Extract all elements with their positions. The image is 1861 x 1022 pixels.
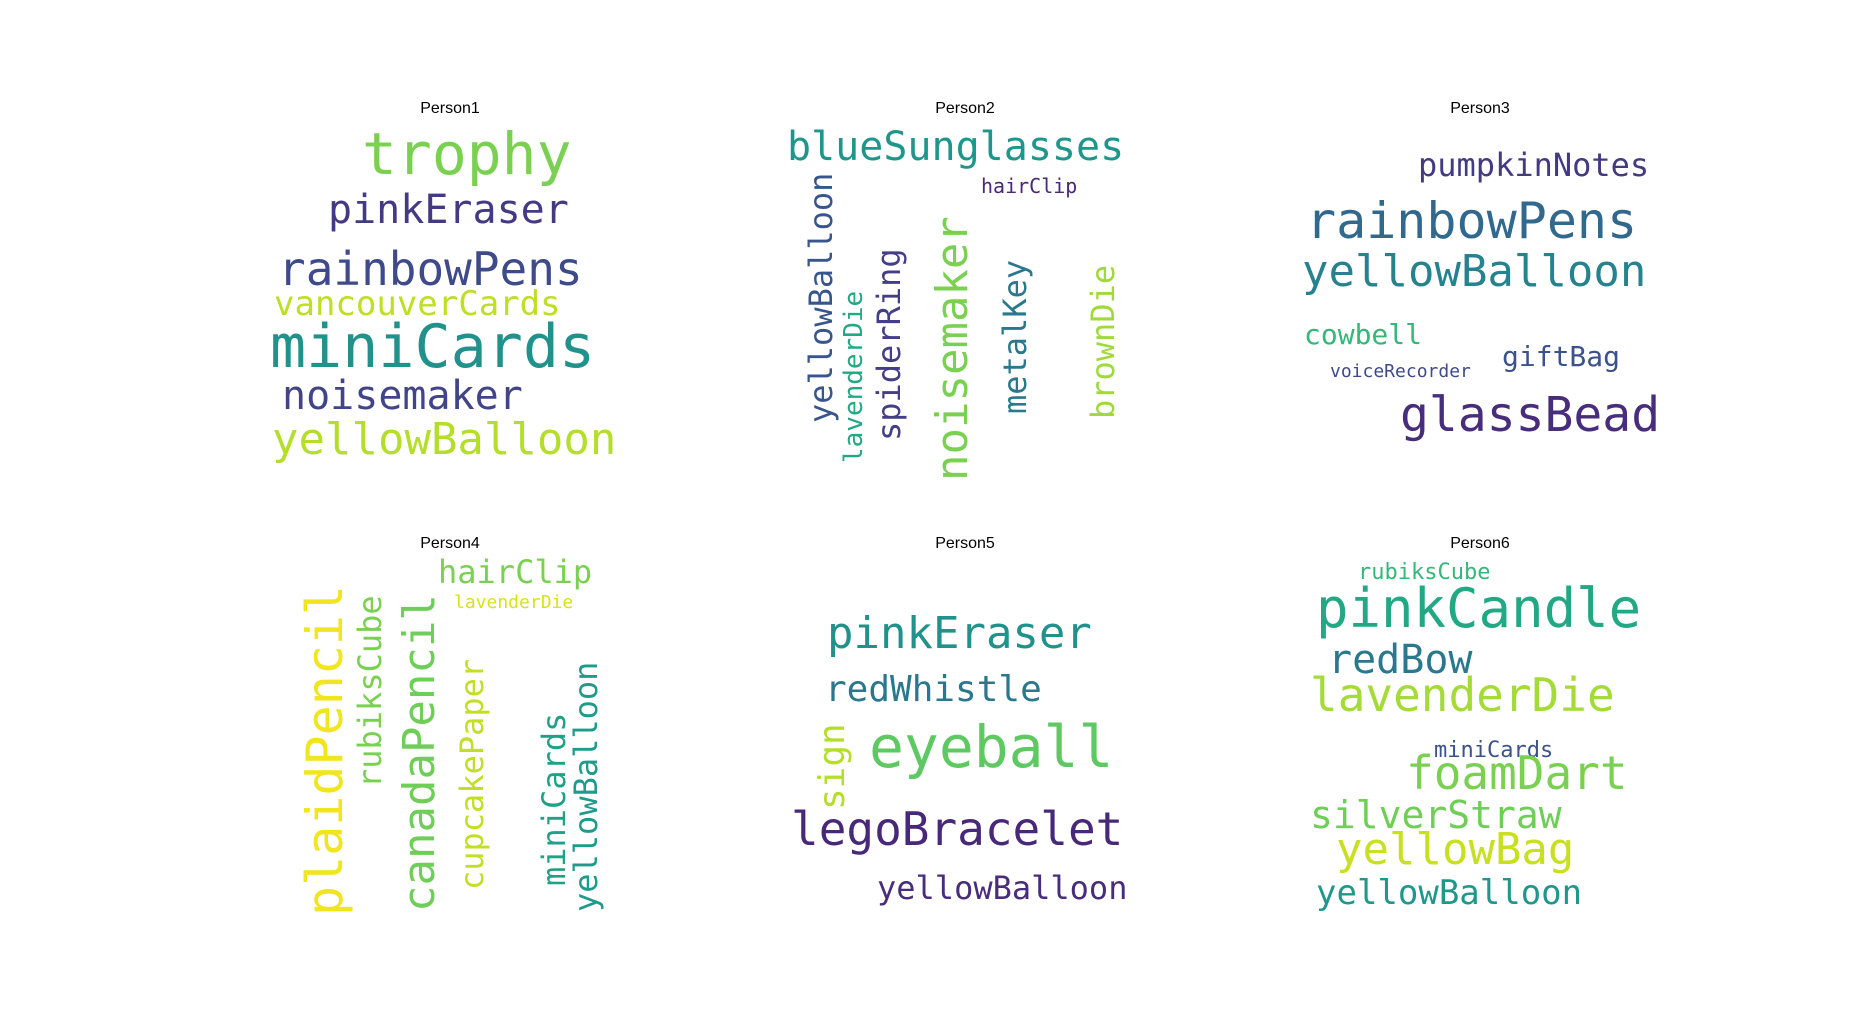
word: vancouverCards <box>274 284 561 324</box>
panel-title: Person3 <box>1450 100 1510 117</box>
panel-title: Person5 <box>935 535 995 552</box>
panel-title: Person2 <box>935 100 995 117</box>
word: yellowBalloon <box>567 661 605 912</box>
word: miniCards <box>1434 738 1554 763</box>
word: trophy <box>362 120 572 188</box>
word: cupcakePaper <box>453 658 491 890</box>
word: canadaPencil <box>394 594 445 912</box>
word: rainbowPens <box>278 242 583 296</box>
word: yellowBalloon <box>272 414 617 465</box>
word: blueSunglasses <box>787 124 1125 170</box>
word: cowbell <box>1304 318 1423 351</box>
word: yellowBalloon <box>1316 873 1583 913</box>
wordcloud-panel-person1: Person1 trophy pinkEraser rainbowPens va… <box>270 100 630 465</box>
word: lavenderDie <box>839 290 869 463</box>
word: legoBracelet <box>791 802 1124 856</box>
word: miniCards <box>535 712 573 886</box>
panel-title: Person4 <box>420 535 480 552</box>
word: plaidPencil <box>296 584 354 916</box>
word: yellowBalloon <box>1302 246 1647 297</box>
word: glassBead <box>1400 387 1661 443</box>
wordcloud-panel-person4: Person4 plaidPencil rubiksCube canadaPen… <box>270 535 630 916</box>
panel-title: Person1 <box>420 100 480 117</box>
word: miniCards <box>270 312 596 382</box>
word: brownDie <box>1084 264 1122 419</box>
word: rubiksCube <box>1358 560 1491 585</box>
word: hairClip <box>981 174 1078 198</box>
word: pumpkinNotes <box>1418 146 1650 184</box>
word: silverStraw <box>1310 793 1562 837</box>
word: noisemaker <box>927 216 978 481</box>
word: yellowBalloon <box>877 869 1128 907</box>
word: metalKey <box>996 259 1034 414</box>
word: redWhistle <box>825 669 1042 710</box>
word: lavenderDie <box>1310 668 1615 722</box>
word: pinkCandle <box>1316 577 1642 640</box>
word: rainbowPens <box>1306 192 1638 250</box>
word: yellowBag <box>1336 824 1575 875</box>
wordcloud-panel-person6: Person6 rubiksCube pinkCandle redBow lav… <box>1300 535 1660 910</box>
wordcloud-panel-person3: Person3 pumpkinNotes rainbowPens yellowB… <box>1300 100 1661 463</box>
wordcloud-panel-person2: Person2 blueSunglasses hairClip yellowBa… <box>785 100 1145 481</box>
word: pinkEraser <box>328 187 569 233</box>
word: giftBag <box>1502 340 1621 373</box>
word: hairClip <box>438 553 593 591</box>
panel-title: Person6 <box>1450 535 1510 552</box>
word: sign <box>812 723 853 810</box>
word: rubiksCube <box>351 595 389 788</box>
word: voiceRecorder <box>1330 361 1471 382</box>
wordcloud-panel-person5: Person5 pinkEraser redWhistle sign eyeba… <box>785 535 1145 904</box>
word: noisemaker <box>282 373 523 419</box>
word: eyeball <box>869 713 1114 781</box>
word: redBow <box>1328 637 1473 683</box>
word: yellowBalloon <box>802 172 840 423</box>
word: lavenderDie <box>454 592 574 613</box>
word: pinkEraser <box>827 608 1092 659</box>
word: spiderRing <box>870 248 908 441</box>
word: foamDart <box>1406 746 1628 800</box>
